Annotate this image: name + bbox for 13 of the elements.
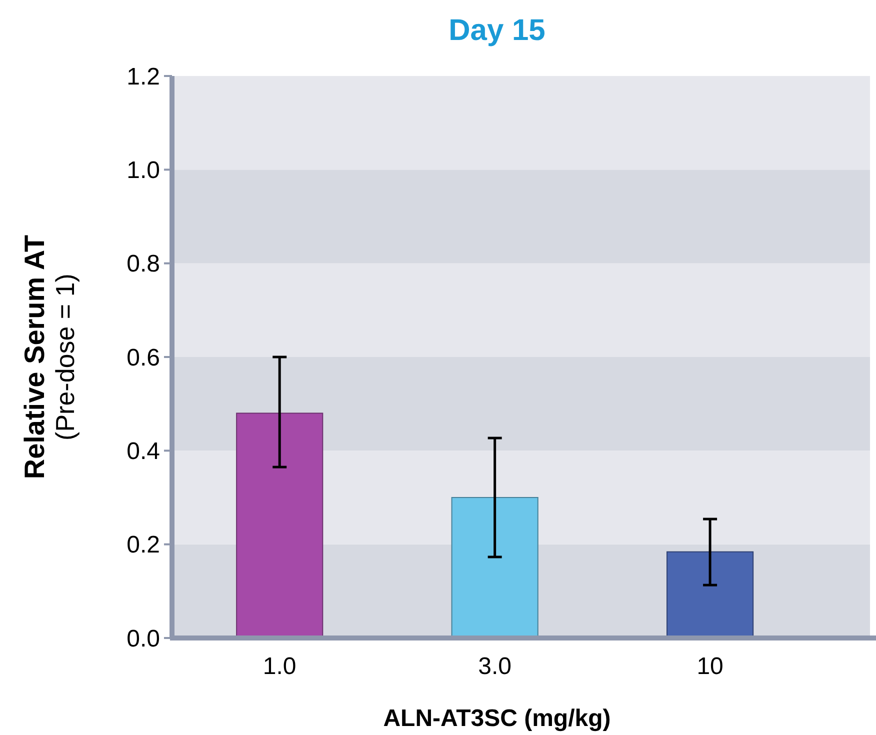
chart-title: Day 15 <box>448 14 546 47</box>
y-tick-label: 1.0 <box>126 157 160 184</box>
y-tick-label: 0.6 <box>126 344 160 372</box>
y-tick-label: 0.0 <box>126 625 160 652</box>
y-tick-label: 1.2 <box>126 63 160 90</box>
y-axis-title: Relative Serum AT (Pre-dose = 1) <box>19 234 80 480</box>
y-tick-label: 0.8 <box>126 250 160 278</box>
x-tick-label: 1.0 <box>262 653 296 680</box>
y-tick-label: 0.4 <box>126 438 160 466</box>
x-axis-title: ALN-AT3SC (mg/kg) <box>383 705 611 732</box>
y-tick-label: 0.2 <box>126 532 160 559</box>
x-tick-label: 10 <box>696 653 724 680</box>
x-tick-label: 3.0 <box>478 653 512 680</box>
